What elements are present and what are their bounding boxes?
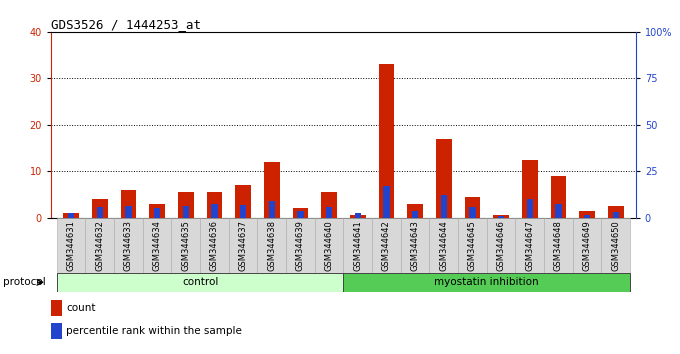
Text: GSM344635: GSM344635 xyxy=(182,221,190,271)
FancyBboxPatch shape xyxy=(401,218,429,273)
Bar xyxy=(63,213,79,218)
Text: GSM344644: GSM344644 xyxy=(439,221,448,271)
Text: GSM344643: GSM344643 xyxy=(411,221,420,271)
Text: GSM344641: GSM344641 xyxy=(353,221,362,271)
FancyBboxPatch shape xyxy=(200,218,228,273)
Text: GSM344649: GSM344649 xyxy=(583,221,592,271)
Text: GSM344638: GSM344638 xyxy=(267,221,276,272)
FancyBboxPatch shape xyxy=(573,218,601,273)
Text: GSM344639: GSM344639 xyxy=(296,221,305,271)
FancyBboxPatch shape xyxy=(372,218,401,273)
Bar xyxy=(120,190,136,218)
Text: GSM344647: GSM344647 xyxy=(525,221,534,271)
Bar xyxy=(441,195,447,218)
Bar xyxy=(579,211,595,218)
Bar xyxy=(493,215,509,218)
Text: GSM344634: GSM344634 xyxy=(152,221,162,271)
Bar xyxy=(297,211,303,218)
FancyBboxPatch shape xyxy=(315,218,343,273)
FancyBboxPatch shape xyxy=(343,218,372,273)
FancyBboxPatch shape xyxy=(286,218,315,273)
Text: percentile rank within the sample: percentile rank within the sample xyxy=(66,326,242,337)
Bar xyxy=(498,216,505,218)
Bar xyxy=(379,64,394,218)
Text: GSM344633: GSM344633 xyxy=(124,221,133,272)
Bar xyxy=(235,185,251,218)
Bar xyxy=(183,206,189,218)
FancyBboxPatch shape xyxy=(601,218,630,273)
Bar xyxy=(207,192,222,218)
Bar xyxy=(350,215,366,218)
Bar xyxy=(211,204,218,218)
FancyBboxPatch shape xyxy=(458,218,487,273)
Text: GSM344646: GSM344646 xyxy=(496,221,505,271)
Text: GSM344637: GSM344637 xyxy=(239,221,248,272)
Bar xyxy=(125,206,131,218)
FancyBboxPatch shape xyxy=(56,218,86,273)
Text: GSM344631: GSM344631 xyxy=(67,221,75,271)
Bar xyxy=(522,160,538,218)
Bar xyxy=(464,197,480,218)
Bar xyxy=(264,162,279,218)
Bar xyxy=(469,207,475,218)
Bar xyxy=(412,211,418,218)
Bar xyxy=(326,207,333,218)
Text: count: count xyxy=(66,303,96,314)
FancyBboxPatch shape xyxy=(258,218,286,273)
Bar xyxy=(613,212,619,218)
Text: GSM344636: GSM344636 xyxy=(210,221,219,272)
Text: myostatin inhibition: myostatin inhibition xyxy=(435,277,539,287)
Bar xyxy=(556,204,562,218)
FancyBboxPatch shape xyxy=(56,273,343,292)
Text: GSM344650: GSM344650 xyxy=(611,221,620,271)
Bar xyxy=(178,192,194,218)
Bar xyxy=(584,215,590,218)
Bar xyxy=(384,186,390,218)
Bar xyxy=(526,199,533,218)
Bar xyxy=(51,300,62,316)
Text: GSM344642: GSM344642 xyxy=(382,221,391,271)
Bar xyxy=(240,205,246,218)
Bar xyxy=(154,209,160,218)
Bar xyxy=(68,213,74,218)
Bar xyxy=(321,192,337,218)
FancyBboxPatch shape xyxy=(515,218,544,273)
Bar xyxy=(436,139,452,218)
FancyBboxPatch shape xyxy=(114,218,143,273)
Bar xyxy=(407,204,423,218)
Bar xyxy=(51,323,62,339)
FancyBboxPatch shape xyxy=(171,218,200,273)
Text: GSM344640: GSM344640 xyxy=(324,221,334,271)
Bar xyxy=(269,201,275,218)
Bar xyxy=(354,213,361,218)
Text: protocol: protocol xyxy=(3,277,46,287)
Text: GDS3526 / 1444253_at: GDS3526 / 1444253_at xyxy=(51,18,201,31)
Text: control: control xyxy=(182,277,218,287)
Bar xyxy=(97,207,103,218)
FancyBboxPatch shape xyxy=(544,218,573,273)
Bar xyxy=(551,176,566,218)
FancyBboxPatch shape xyxy=(86,218,114,273)
Bar xyxy=(292,209,308,218)
Bar xyxy=(608,206,624,218)
FancyBboxPatch shape xyxy=(143,218,171,273)
FancyBboxPatch shape xyxy=(429,218,458,273)
Text: GSM344648: GSM344648 xyxy=(554,221,563,271)
Bar xyxy=(149,204,165,218)
FancyBboxPatch shape xyxy=(228,218,258,273)
Text: GSM344632: GSM344632 xyxy=(95,221,104,271)
FancyBboxPatch shape xyxy=(343,273,630,292)
Bar xyxy=(92,199,107,218)
Text: GSM344645: GSM344645 xyxy=(468,221,477,271)
FancyBboxPatch shape xyxy=(487,218,515,273)
